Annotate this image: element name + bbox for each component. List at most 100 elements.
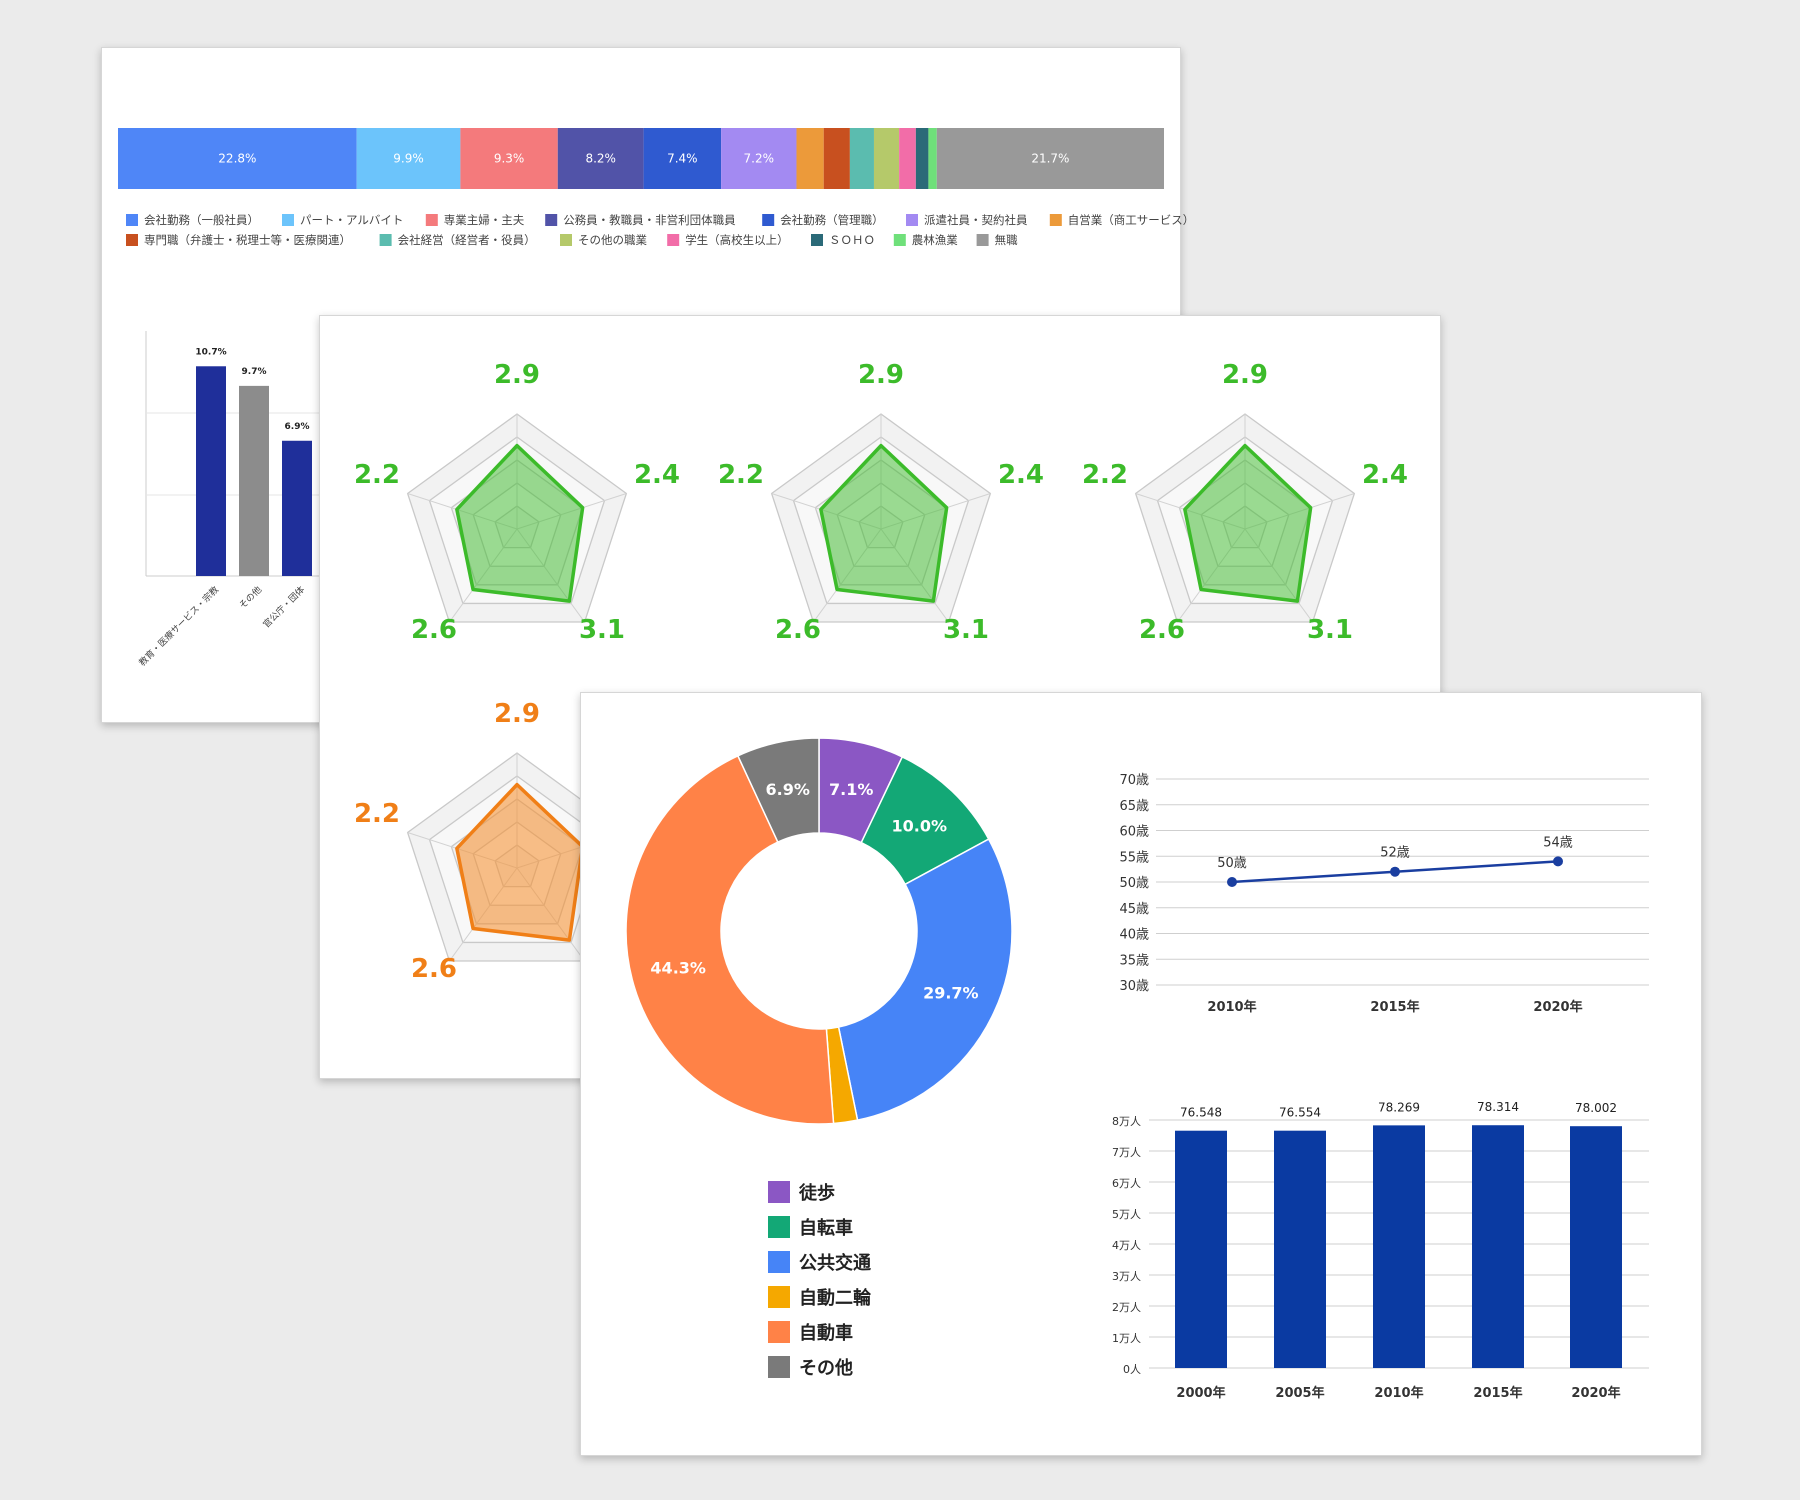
legend-item: 会社勤務（管理職）: [762, 213, 884, 227]
legend-label: 公務員・教職員・非営利団体職員: [563, 213, 736, 227]
radar-value-label: 2.2: [1082, 460, 1128, 490]
radar-value-label: 2.4: [1362, 460, 1408, 490]
legend-swatch: [768, 1356, 790, 1378]
donut-value-label: 7.1%: [829, 780, 873, 799]
x-tick-label: 2010年: [1207, 999, 1256, 1015]
stacked-segment: [460, 128, 558, 189]
stacked-segment: [936, 128, 1164, 189]
stacked-segment: [873, 128, 900, 189]
y-tick-label: 70歳: [1119, 773, 1149, 788]
bar: [1570, 1126, 1622, 1368]
legend-item: 学生（高校生以上）: [667, 233, 789, 247]
bar-value-label: 78.269: [1378, 1100, 1420, 1114]
bar-value-label: 78.314: [1477, 1100, 1519, 1114]
legend-label: 学生（高校生以上）: [685, 233, 789, 247]
legend-item: 公務員・教職員・非営利団体職員: [545, 213, 736, 227]
stacked-segment: [118, 128, 357, 189]
legend-swatch: [126, 214, 138, 226]
bar: [239, 385, 269, 576]
y-tick-label: 45歳: [1119, 902, 1149, 917]
legend-swatch: [379, 234, 392, 246]
stacked-segment: [557, 128, 644, 189]
transport-charts-svg: 7.1% 10.0% 29.7% 44.3% 6.9% 徒歩自転車公共交通自動二輪自動車そ…: [625, 737, 1649, 1401]
legend-label: 専業主婦・主夫: [444, 213, 525, 227]
radar-value-label: 3.1: [1307, 615, 1353, 645]
radar-value-label: 2.9: [858, 360, 904, 390]
x-tick-label: 2015年: [1473, 1385, 1522, 1401]
radar-value-label: 2.4: [634, 460, 680, 490]
y-tick-label: 8万人: [1112, 1115, 1141, 1128]
radar-chart: 2.9 2.4 3.1 2.6 2.2: [354, 360, 680, 645]
legend-label: 自動車: [799, 1322, 853, 1344]
legend-label: パート・アルバイト: [300, 213, 403, 227]
legend-item: 専門職（弁護士・税理士等・医療関連）: [126, 233, 351, 247]
bar-category-label: 官公庁・団体: [260, 584, 307, 631]
bar: [1274, 1130, 1326, 1368]
line-point: [1227, 877, 1237, 887]
y-tick-label: 1万人: [1112, 1332, 1141, 1345]
radar-value-label: 2.2: [354, 799, 400, 829]
stacked-segment: [796, 128, 824, 189]
stacked-segment: [721, 128, 797, 189]
radar-value-label: 2.4: [998, 460, 1044, 490]
radar-chart: 2.9 2.6 2.2: [354, 699, 628, 984]
radar-value-label: 2.2: [718, 460, 764, 490]
legend-label: その他: [799, 1357, 853, 1379]
legend-label: 派遣社員・契約社員: [924, 213, 1028, 227]
point-label: 52歳: [1380, 846, 1410, 861]
bar: [196, 366, 226, 576]
radar-chart: 2.9 2.4 3.1 2.6 2.2: [718, 360, 1044, 645]
legend-item: 会社勤務（一般社員）: [126, 213, 259, 227]
legend-swatch: [768, 1216, 790, 1238]
legend-swatch: [1049, 214, 1062, 226]
donut-slice: [625, 754, 835, 1125]
y-tick-label: 60歳: [1119, 825, 1149, 840]
radar-area: [455, 443, 585, 603]
legend-item: ＳＯＨＯ: [811, 233, 875, 247]
legend-label: 自営業（商工サービス）: [1068, 213, 1195, 227]
legend-label: 自転車: [799, 1217, 853, 1239]
x-tick-label: 2000年: [1176, 1385, 1225, 1401]
transport-card: 7.1% 10.0% 29.7% 44.3% 6.9% 徒歩 自転車 公共交通 自動二輪 自動車そ…: [580, 692, 1702, 1456]
bar-value-label: 76.548: [1180, 1106, 1222, 1120]
y-tick-label: 50歳: [1119, 876, 1149, 891]
stacked-segment: [915, 128, 929, 189]
y-tick-label: 6万人: [1112, 1177, 1141, 1190]
legend-item: パート・アルバイト: [282, 213, 403, 227]
legend-label: ＳＯＨＯ: [829, 233, 875, 247]
legend-label: 自動二輪: [799, 1287, 872, 1309]
stacked-segment: [643, 128, 722, 189]
segment-label: 8.2%: [585, 152, 616, 166]
legend-item: 専業主婦・主夫: [425, 213, 525, 227]
legend-item: 農林漁業: [893, 233, 958, 247]
radar-area: [455, 782, 585, 942]
radar-value-label: 2.6: [411, 615, 457, 645]
y-tick-label: 0人: [1123, 1363, 1141, 1376]
segment-label: 9.9%: [393, 152, 424, 166]
donut-value-label: 44.3%: [650, 959, 706, 978]
y-tick-label: 35歳: [1119, 953, 1149, 968]
x-tick-label: 2015年: [1370, 999, 1419, 1015]
x-tick-label: 2005年: [1275, 1385, 1324, 1401]
legend-label: 専門職（弁護士・税理士等・医療関連）: [144, 233, 351, 247]
legend-swatch: [667, 234, 680, 246]
y-tick-label: 30歳: [1119, 979, 1149, 994]
legend-swatch: [768, 1321, 790, 1343]
bar-value-label: 10.7%: [195, 347, 226, 357]
legend-swatch: [425, 214, 438, 226]
y-tick-label: 7万人: [1112, 1146, 1141, 1159]
bar-value-label: 76.554: [1279, 1106, 1321, 1120]
donut-value-label: 29.7%: [923, 984, 979, 1003]
legend-swatch: [768, 1286, 790, 1308]
bar-value-label: 6.9%: [285, 422, 310, 432]
x-tick-label: 2010年: [1374, 1385, 1423, 1401]
radar-value-label: 2.6: [775, 615, 821, 645]
bar: [1175, 1130, 1227, 1368]
segment-label: 22.8%: [218, 152, 256, 166]
bar-category-label: 教育・医療サービス・宗教: [136, 584, 221, 669]
legend-label: 会社勤務（管理職）: [780, 213, 884, 227]
x-tick-label: 2020年: [1571, 1385, 1620, 1401]
x-tick-label: 2020年: [1533, 999, 1582, 1015]
segment-label: 7.4%: [667, 152, 698, 166]
stacked-segment: [849, 128, 874, 189]
